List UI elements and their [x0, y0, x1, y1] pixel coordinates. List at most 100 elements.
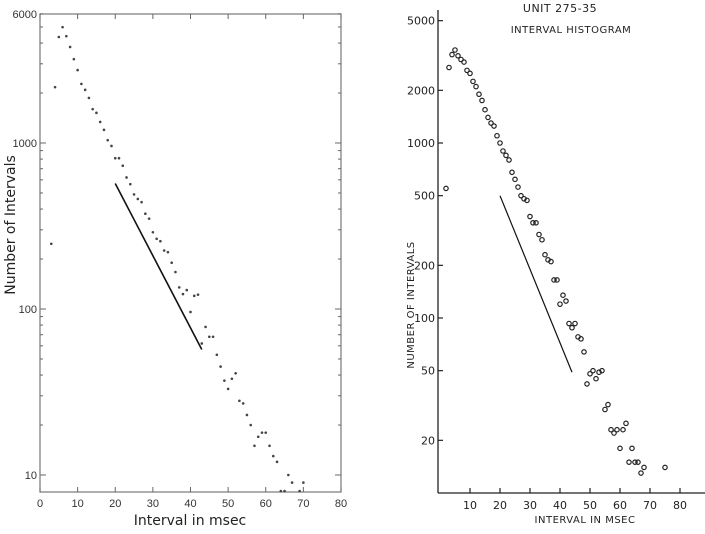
data-point [470, 78, 476, 85]
data-point [554, 277, 560, 283]
data-point [192, 294, 196, 298]
data-point [268, 444, 271, 448]
data-point [170, 261, 173, 265]
data-point [208, 335, 211, 339]
left-x-axis-label: Interval in msec [134, 513, 247, 529]
data-point [264, 431, 268, 434]
data-point [536, 231, 542, 238]
data-point [443, 185, 449, 192]
left-chart: 0 10 20 30 40 50 60 70 80 6000 1000 100 10 Interval… [3, 9, 347, 529]
data-point [569, 324, 575, 331]
data-point [211, 335, 215, 339]
right-x-tick-label: 50 [583, 499, 597, 512]
data-point [275, 460, 279, 464]
data-point [287, 473, 290, 477]
right-y-tick-label: 50 [421, 365, 435, 378]
right-x-tick-label: 30 [523, 499, 537, 512]
data-point [638, 470, 644, 476]
data-point [290, 481, 294, 484]
data-point [238, 399, 241, 403]
data-point [539, 236, 545, 243]
data-point [509, 169, 515, 176]
right-y-axis-label: NUMBER OF INTERVALS [406, 241, 417, 368]
data-point [87, 96, 91, 100]
data-point [196, 293, 200, 296]
data-point [593, 375, 599, 382]
data-point [136, 197, 140, 201]
right-y-tick-label: 1000 [407, 137, 435, 150]
data-point [584, 381, 590, 387]
data-point [166, 250, 170, 254]
data-point [503, 152, 509, 159]
data-point [620, 426, 626, 433]
data-point [204, 325, 207, 329]
data-point [551, 277, 557, 283]
right-chart-subtitle: INTERVAL HISTOGRAM [511, 25, 632, 36]
data-point [110, 144, 113, 148]
data-point [572, 320, 578, 327]
left-y-tick-label: 6000 [13, 9, 37, 21]
right-x-tick-labels: 10 20 30 40 50 60 70 80 [463, 499, 687, 512]
left-plot-frame [39, 13, 342, 493]
data-point [106, 138, 110, 142]
data-point [113, 156, 117, 160]
data-point [629, 445, 635, 452]
data-point [530, 219, 536, 226]
data-point [512, 176, 518, 183]
data-point [253, 444, 256, 448]
left-y-tick-labels: 6000 1000 100 10 [13, 9, 37, 482]
right-x-tick-label: 10 [463, 499, 477, 512]
data-point [449, 51, 455, 58]
data-point [260, 431, 264, 434]
data-point [518, 192, 524, 199]
data-point [590, 367, 596, 374]
data-point [623, 420, 629, 427]
right-y-tick-label: 100 [414, 312, 435, 325]
data-point [144, 212, 147, 216]
left-y-tick-label: 1000 [13, 138, 37, 150]
data-point [91, 107, 94, 111]
data-point [121, 164, 125, 167]
data-point [500, 148, 506, 154]
data-point [117, 156, 121, 160]
data-point [515, 184, 521, 190]
data-point [533, 219, 539, 226]
data-point [452, 47, 458, 53]
data-point [162, 249, 166, 252]
data-point [279, 489, 283, 493]
data-point [626, 459, 632, 465]
data-point [57, 35, 61, 39]
data-point [464, 67, 470, 74]
data-point [494, 132, 500, 139]
data-point [226, 387, 230, 391]
right-data-points [443, 47, 668, 476]
right-reference-line [499, 195, 573, 373]
left-y-axis-ticks [40, 13, 341, 476]
left-x-tick-label: 10 [72, 498, 84, 510]
data-point [61, 25, 64, 29]
data-point [488, 120, 494, 126]
data-point [65, 34, 68, 38]
right-x-tick-label: 60 [613, 499, 627, 512]
left-x-tick-label: 30 [147, 498, 159, 510]
data-point [641, 464, 647, 471]
data-point [125, 176, 128, 179]
data-point [581, 349, 587, 355]
data-point [461, 59, 467, 65]
data-point [632, 459, 638, 465]
data-point [485, 114, 491, 121]
data-point [49, 242, 53, 246]
data-point [497, 140, 503, 146]
data-point [662, 464, 668, 471]
data-point [147, 217, 151, 220]
data-point [245, 413, 249, 417]
data-point [506, 157, 512, 163]
data-point [476, 91, 482, 98]
data-point [302, 481, 305, 484]
data-point [241, 402, 245, 405]
left-y-axis-label: Number of Intervals [3, 155, 19, 295]
right-y-tick-label: 20 [421, 434, 435, 447]
data-point [605, 401, 611, 408]
left-x-tick-label: 20 [109, 498, 121, 510]
right-x-axis-label: INTERVAL IN MSEC [535, 515, 636, 526]
